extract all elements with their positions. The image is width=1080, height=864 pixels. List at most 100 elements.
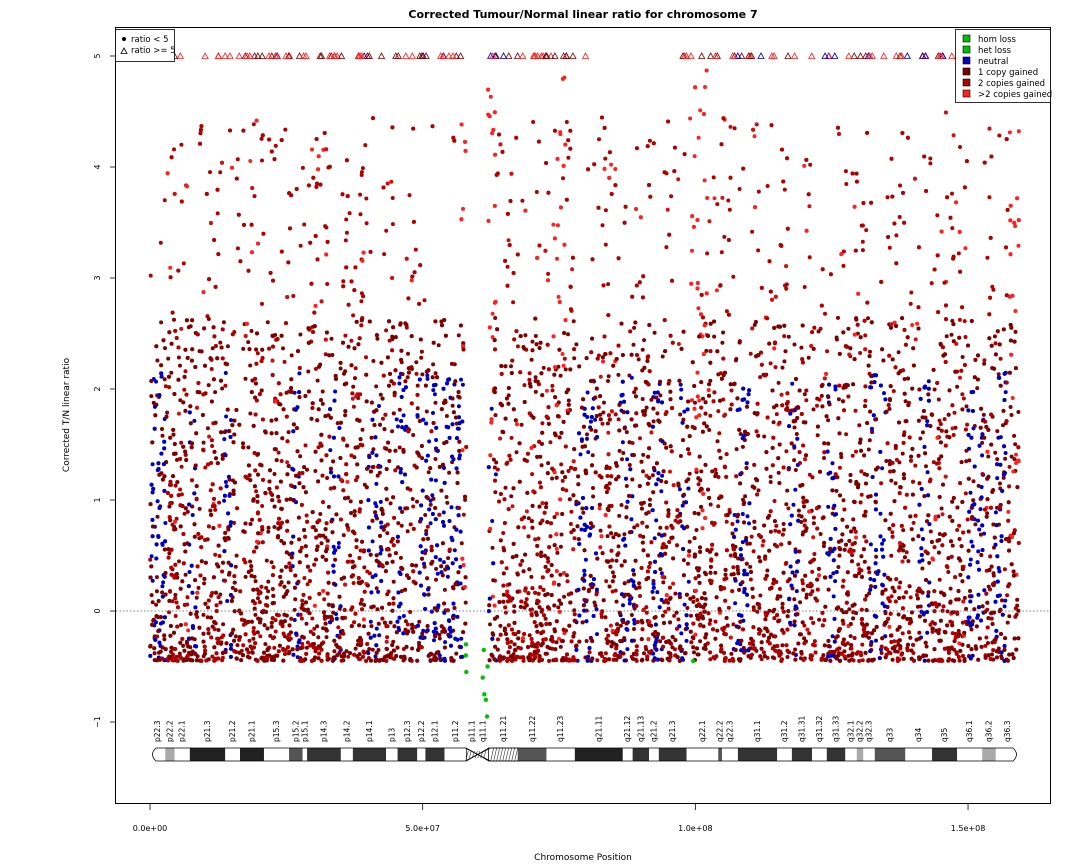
data-point [900, 451, 905, 456]
data-point [415, 499, 419, 504]
data-point [650, 473, 655, 478]
data-point [201, 440, 206, 445]
data-point [360, 166, 365, 171]
data-point [206, 383, 211, 388]
data-point [433, 478, 438, 483]
data-point [519, 422, 524, 427]
data-point [450, 403, 455, 408]
data-point [692, 154, 697, 159]
data-point [459, 636, 464, 641]
data-point [433, 457, 438, 461]
data-point [391, 579, 396, 584]
data-point [617, 513, 622, 518]
data-point [449, 361, 454, 366]
data-point [976, 549, 981, 554]
data-point [344, 230, 349, 235]
data-point [378, 392, 383, 397]
data-point [1005, 593, 1010, 598]
data-point [163, 384, 168, 389]
data-point [405, 375, 410, 380]
data-point [786, 334, 791, 339]
data-point [328, 448, 333, 453]
data-point [980, 418, 985, 423]
data-point [427, 439, 432, 444]
data-point [716, 504, 721, 509]
data-point [603, 156, 608, 161]
data-point [729, 651, 734, 656]
data-point [182, 511, 187, 516]
data-point [645, 524, 649, 529]
data-point [863, 398, 868, 403]
data-point [853, 408, 858, 413]
data-point [186, 325, 191, 330]
data-point [387, 338, 392, 343]
data-point [991, 571, 996, 576]
data-point [299, 616, 304, 621]
data-point [889, 478, 894, 483]
data-point [837, 465, 842, 470]
data-point [724, 519, 729, 524]
data-point [597, 137, 601, 142]
data-point [488, 94, 493, 99]
data-point [660, 473, 665, 478]
data-point [584, 639, 589, 643]
data-point [964, 404, 969, 409]
data-point [993, 341, 998, 346]
data-point [699, 469, 704, 474]
data-point [539, 554, 544, 559]
data-point [316, 445, 321, 450]
data-point [826, 471, 831, 476]
data-point [364, 221, 369, 226]
data-point [253, 612, 258, 617]
data-point [768, 529, 773, 534]
data-point [666, 600, 670, 605]
data-point [292, 390, 297, 395]
data-point [272, 472, 277, 476]
data-point [305, 467, 309, 472]
data-point [760, 543, 765, 548]
data-point [496, 637, 500, 642]
data-point [160, 584, 165, 589]
data-point [811, 535, 816, 540]
data-point [375, 473, 380, 478]
data-point [805, 627, 810, 632]
data-point [898, 183, 902, 188]
data-point [494, 460, 499, 465]
data-point [298, 332, 303, 337]
data-point [343, 413, 348, 418]
data-point [415, 406, 420, 411]
data-point [233, 634, 238, 639]
data-point [446, 556, 451, 561]
data-point [336, 545, 341, 550]
data-point [313, 528, 318, 533]
data-point [560, 352, 565, 356]
data-point [399, 523, 404, 528]
data-point [967, 446, 971, 451]
data-point [523, 333, 528, 338]
data-point [855, 331, 860, 336]
data-point [740, 540, 745, 545]
data-point [673, 591, 678, 596]
data-point [808, 162, 813, 167]
data-point [533, 389, 538, 394]
data-point [443, 640, 448, 645]
data-point [785, 655, 790, 659]
data-point [811, 521, 816, 526]
data-point [606, 633, 611, 638]
data-point [997, 133, 1002, 138]
data-point [316, 635, 321, 640]
data-point [378, 551, 383, 556]
data-point [179, 326, 184, 331]
data-point [329, 336, 334, 341]
data-point [324, 635, 329, 640]
data-point [902, 377, 907, 381]
data-point [897, 215, 902, 219]
data-point [595, 632, 599, 637]
data-point [854, 535, 858, 540]
data-point [918, 436, 923, 441]
data-point [782, 359, 787, 364]
data-point [658, 639, 663, 644]
data-point [349, 511, 353, 515]
data-point [491, 578, 496, 583]
data-point [802, 163, 807, 168]
